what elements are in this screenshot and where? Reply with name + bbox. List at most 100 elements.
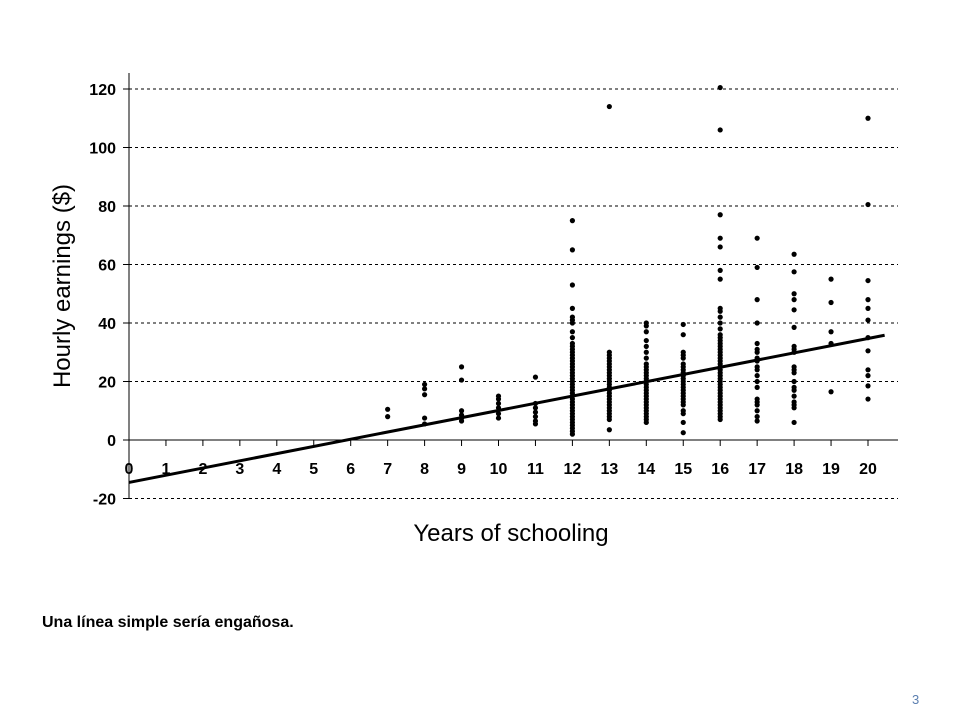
caption-text: Una línea simple sería engañosa. — [42, 614, 294, 631]
data-point — [791, 364, 797, 370]
data-point — [422, 386, 428, 392]
data-point — [717, 84, 723, 91]
y-axis-title: Hourly earnings ($) — [49, 184, 76, 388]
data-point — [865, 383, 871, 389]
data-point — [754, 264, 760, 271]
x-tick-label: 11 — [527, 461, 544, 478]
data-point — [569, 247, 576, 253]
data-point — [532, 374, 539, 380]
data-point — [717, 235, 723, 241]
data-point — [680, 349, 686, 355]
data-point — [754, 346, 760, 352]
x-tick-label: 14 — [637, 461, 655, 478]
data-point — [606, 427, 612, 433]
data-point — [495, 415, 502, 421]
data-point — [643, 355, 649, 361]
x-tick-label: 5 — [309, 461, 318, 478]
y-tick-label: -20 — [93, 492, 116, 509]
data-point — [865, 317, 871, 323]
data-point — [643, 343, 649, 349]
data-point — [754, 235, 760, 241]
x-tick-label: 4 — [272, 461, 281, 478]
data-point — [754, 384, 760, 390]
data-point — [791, 384, 797, 390]
regression-line — [128, 333, 885, 484]
x-tick-label: 12 — [564, 461, 582, 478]
data-point — [606, 103, 612, 110]
data-point — [717, 244, 723, 250]
x-tick-label: 7 — [383, 461, 392, 478]
data-point — [569, 340, 576, 347]
data-point — [680, 321, 686, 328]
data-point — [717, 326, 723, 332]
data-point — [422, 392, 428, 398]
x-tick-label: 6 — [346, 461, 355, 478]
x-tick-label: 17 — [748, 461, 766, 478]
x-tick-label: 10 — [490, 461, 508, 478]
data-point — [865, 396, 871, 402]
data-point — [754, 414, 760, 420]
data-point — [680, 419, 686, 426]
data-point — [643, 349, 649, 355]
y-tick-labels: -20 0 20 40 60 80 100 120 — [89, 82, 116, 509]
y-tick-label: 120 — [89, 82, 116, 99]
x-tick-label: 19 — [822, 461, 840, 478]
data-point — [865, 201, 871, 208]
data-point — [828, 299, 834, 306]
data-point — [458, 408, 465, 414]
y-tick-label: 0 — [107, 433, 116, 450]
data-point — [791, 297, 797, 303]
data-point — [717, 276, 723, 282]
y-tick-label: 60 — [98, 258, 116, 275]
data-point — [754, 364, 760, 370]
data-point — [385, 414, 391, 420]
data-point — [754, 373, 760, 379]
data-point — [791, 324, 797, 330]
data-point — [422, 415, 428, 421]
data-point — [754, 378, 760, 385]
data-point — [643, 337, 649, 344]
x-tick-label: 16 — [711, 461, 729, 478]
data-point — [717, 267, 723, 273]
data-point — [717, 320, 723, 326]
data-point — [458, 377, 465, 383]
data-point — [717, 332, 723, 338]
data-point — [717, 314, 723, 320]
data-point — [458, 364, 465, 370]
data-point — [865, 297, 871, 303]
data-point — [754, 297, 760, 303]
data-point — [569, 282, 576, 288]
data-point — [643, 329, 649, 335]
data-point — [828, 329, 834, 335]
y-tick-label: 40 — [98, 316, 116, 333]
x-tick-label: 9 — [457, 461, 466, 478]
data-point — [385, 406, 391, 412]
axes — [123, 73, 898, 499]
data-point — [828, 276, 834, 282]
x-tick-label: 1 — [161, 461, 170, 478]
data-point — [569, 218, 576, 224]
data-points — [385, 84, 871, 437]
data-point — [754, 340, 760, 347]
y-tick-label: 20 — [98, 375, 116, 392]
x-tick-labels: 01234567891011121314151617181920 — [125, 461, 877, 478]
data-point — [495, 400, 502, 407]
data-point — [569, 335, 576, 341]
data-point — [680, 408, 686, 414]
data-point — [569, 305, 576, 311]
grid-lines — [129, 88, 898, 499]
x-tick-label: 13 — [600, 461, 618, 478]
y-tick-label: 80 — [98, 199, 116, 216]
data-point — [643, 361, 649, 367]
data-point — [828, 389, 834, 395]
data-point — [643, 320, 649, 326]
data-point — [791, 291, 797, 297]
data-point — [532, 418, 539, 424]
x-tick-label: 3 — [235, 461, 244, 478]
data-point — [791, 343, 797, 349]
data-point — [717, 305, 723, 311]
data-point — [680, 332, 686, 338]
page-number: 3 — [912, 692, 920, 707]
data-point — [680, 361, 686, 367]
